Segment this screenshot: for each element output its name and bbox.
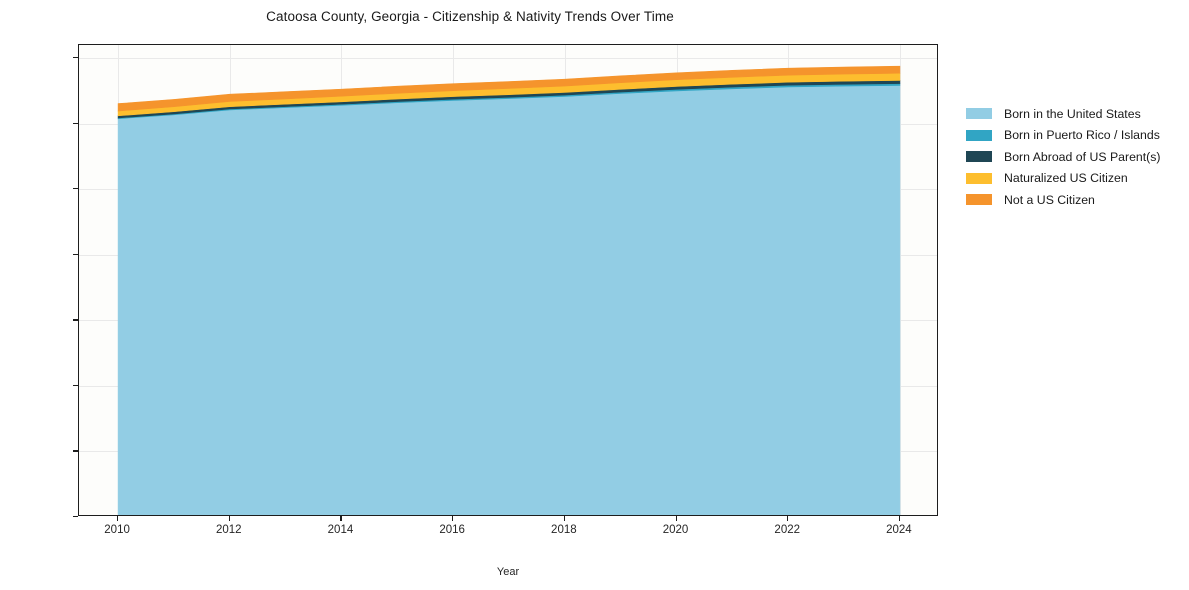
chart-title: Catoosa County, Georgia - Citizenship & … <box>266 9 674 24</box>
x-tick-label: 2020 <box>662 524 689 536</box>
y-tick-mark <box>73 319 78 321</box>
x-tick-mark <box>452 516 454 521</box>
x-tick-label: 2014 <box>327 524 354 536</box>
x-tick-label: 2024 <box>886 524 912 536</box>
x-tick-label: 2016 <box>439 524 465 536</box>
y-tick-mark <box>73 253 78 255</box>
legend-item[interactable]: Naturalized US Citizen <box>966 168 1161 190</box>
x-tick-label: 2022 <box>774 524 801 536</box>
x-tick-mark <box>898 516 901 521</box>
legend-swatch-icon <box>966 108 992 120</box>
legend-label: Born Abroad of US Parent(s) <box>1004 149 1161 164</box>
legend-swatch-icon <box>966 172 992 184</box>
legend-label: Born in the United States <box>1004 106 1141 121</box>
x-tick-label: 2012 <box>215 524 242 536</box>
x-tick-mark <box>228 516 230 521</box>
y-tick-mark <box>73 516 78 518</box>
legend-item[interactable]: Born Abroad of US Parent(s) <box>966 146 1161 168</box>
legend-swatch-icon <box>966 151 992 163</box>
x-tick-mark <box>787 516 789 521</box>
legend-label: Not a US Citizen <box>1004 192 1095 207</box>
gridline-horizontal <box>79 58 937 60</box>
y-tick-mark <box>73 57 78 59</box>
legend-swatch-icon <box>966 194 992 206</box>
chart-legend: Born in the United States Born in Puerto … <box>966 103 1161 211</box>
gridline-vertical <box>899 45 901 515</box>
legend-label: Naturalized US Citizen <box>1004 171 1128 186</box>
y-tick-mark <box>73 450 78 452</box>
y-tick-mark <box>73 122 78 124</box>
y-tick-mark <box>73 188 78 190</box>
legend-item[interactable]: Born in Puerto Rico / Islands <box>966 125 1161 147</box>
legend-item[interactable]: Not a US Citizen <box>966 189 1161 211</box>
x-tick-mark <box>563 516 566 521</box>
x-tick-label: 2018 <box>551 524 577 536</box>
legend-item[interactable]: Born in the United States <box>966 103 1161 125</box>
legend-label: Born in Puerto Rico / Islands <box>1004 128 1160 143</box>
area-band <box>117 65 901 112</box>
plot-area <box>78 44 938 516</box>
x-tick-label: 2010 <box>104 524 130 536</box>
area-band <box>117 85 901 515</box>
y-tick-mark <box>73 384 78 387</box>
x-tick-mark <box>340 516 342 521</box>
x-tick-mark <box>117 516 119 521</box>
legend-swatch-icon <box>966 129 992 141</box>
x-axis-label: Year <box>496 566 520 578</box>
x-tick-mark <box>675 516 677 521</box>
stacked-area-series <box>117 65 901 515</box>
